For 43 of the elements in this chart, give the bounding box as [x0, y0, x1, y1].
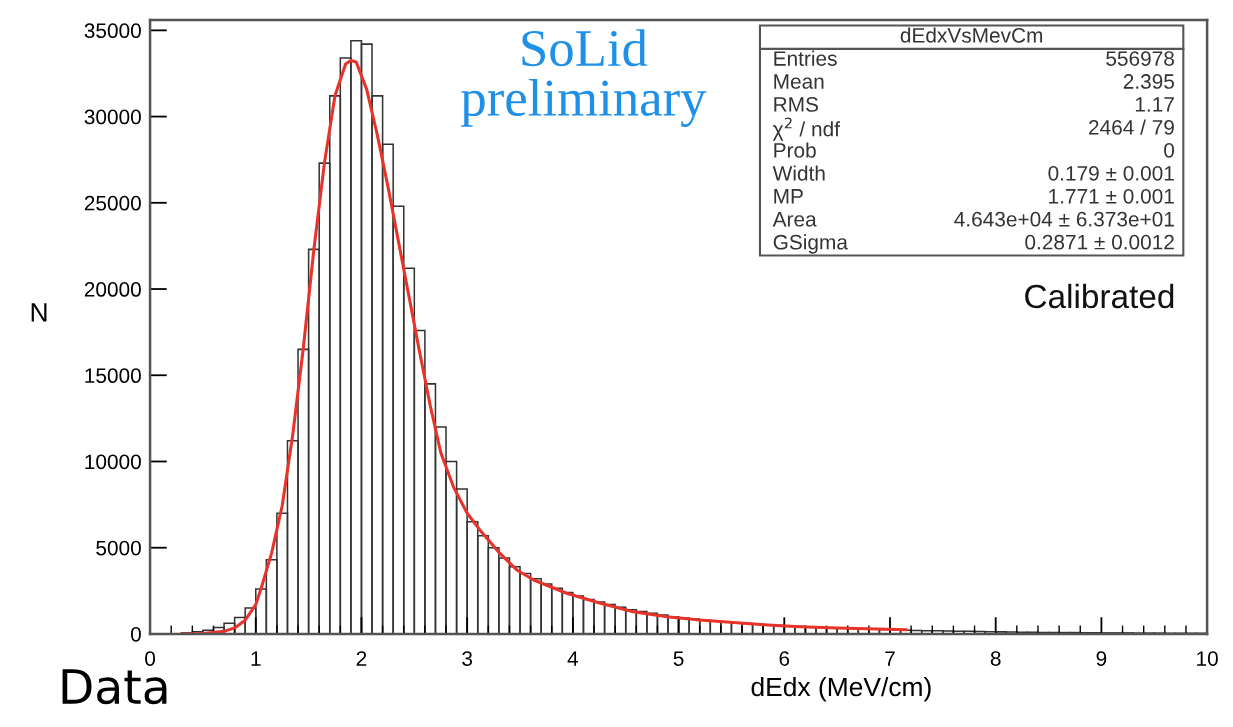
annotation: χ$^{2}$ / ndf	[772, 117, 840, 141]
y-tick-label: 15000	[85, 368, 141, 384]
y-tick-label: 25000	[84, 195, 141, 211]
annotation: MP	[774, 189, 803, 204]
y-tick-label: 5000	[96, 540, 141, 556]
x-tick-label: 5	[673, 651, 684, 666]
y-axis-title: N	[31, 303, 47, 322]
y-tick-label: 20000	[84, 282, 141, 297]
annotation: Entries	[774, 50, 837, 66]
x-axis-title: dEdx (MeV/cm)	[751, 676, 931, 702]
x-tick-label: 4	[567, 651, 579, 666]
annotation: 2464 / 79	[1089, 119, 1174, 135]
annotation: Area	[772, 212, 817, 227]
y-tick-label: 30000	[84, 109, 141, 125]
annotation: 1.17	[1135, 97, 1174, 112]
x-tick-label: 2	[356, 651, 367, 666]
x-tick-label: 1	[251, 651, 261, 666]
annotation: 1.771 ± 0.001	[1049, 188, 1174, 204]
annotation: dEdxVsMevCm	[900, 27, 1043, 43]
annotation: 0.179 ± 0.001	[1048, 165, 1174, 181]
x-tick-label: 9	[1096, 651, 1107, 666]
annotation: 0.2871 ± 0.0012	[1025, 234, 1174, 250]
annotation: 0	[1164, 142, 1175, 158]
x-tick-label: 7	[885, 651, 895, 666]
annotation: Calibrated	[1025, 283, 1174, 309]
annotation: Mean	[774, 74, 824, 89]
x-tick-label: 0	[145, 651, 156, 666]
annotation: GSigma	[773, 234, 848, 254]
annotation: RMS	[774, 97, 818, 112]
y-tick-label: 10000	[85, 454, 141, 470]
annotation: SoLid preliminary	[461, 29, 707, 127]
x-tick-label: 8	[990, 651, 1001, 666]
annotation: Width	[772, 165, 825, 181]
x-tick-label: 6	[779, 651, 790, 666]
y-tick-label: 0	[130, 626, 141, 642]
annotation: 556978	[1106, 51, 1174, 66]
annotation: 4.643e+04 ± 6.373e+01	[954, 211, 1174, 227]
text: Data	[62, 669, 167, 705]
annotation: Prob	[774, 142, 816, 158]
x-tick-label: 10	[1197, 651, 1218, 666]
annotation: 2.395	[1123, 74, 1174, 89]
y-tick-label: 35000	[84, 23, 141, 39]
x-tick-label: 3	[462, 651, 473, 666]
